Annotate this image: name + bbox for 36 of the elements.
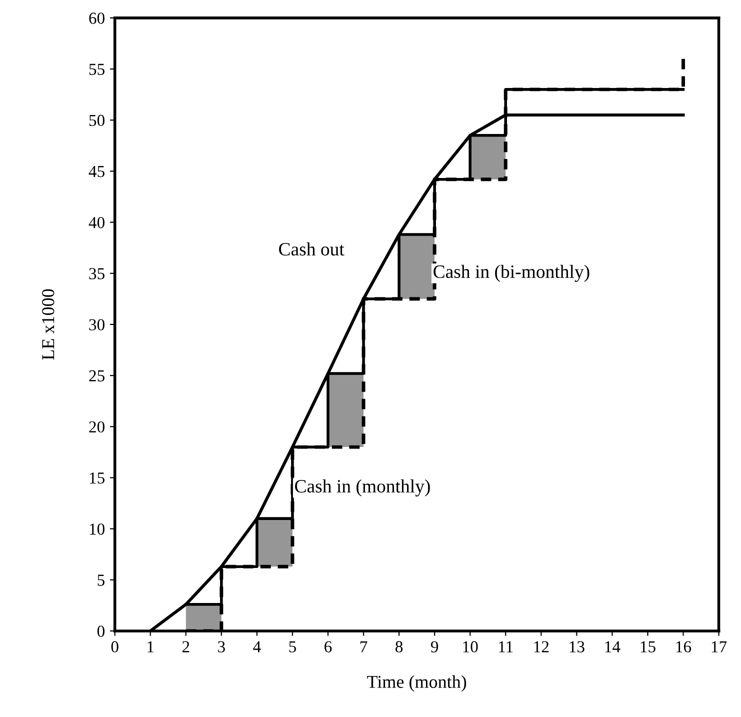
annotation: Cash in (monthly) <box>295 479 430 496</box>
x-tick-label: 10 <box>463 641 478 652</box>
x-tick-label: 9 <box>430 641 438 652</box>
y-tick-label: 5 <box>98 574 104 586</box>
x-tick-label: 6 <box>324 641 332 652</box>
x-tick-label: 3 <box>218 641 225 652</box>
x-tick-label: 17 <box>712 641 727 652</box>
y-tick-label: 60 <box>89 12 104 24</box>
x-tick-label: 8 <box>396 641 403 652</box>
y-tick-label: 0 <box>97 626 104 637</box>
x-tick-label: 16 <box>676 641 692 652</box>
x-tick-label: 5 <box>289 641 296 652</box>
x-tick-label: 1 <box>148 641 154 652</box>
y-tick-label: 25 <box>89 370 104 382</box>
y-tick-label: 40 <box>88 216 104 228</box>
x-axis-title: Time (month) <box>367 675 466 692</box>
y-tick-label: 35 <box>89 268 104 280</box>
x-tick-label: 11 <box>499 641 513 652</box>
y-tick-label: 15 <box>90 472 104 484</box>
y-tick-label: 10 <box>90 523 104 535</box>
x-tick-label: 0 <box>111 641 118 652</box>
y-tick-label: 20 <box>89 421 104 433</box>
x-tick-label: 13 <box>570 641 584 652</box>
annotation: Cash out <box>279 242 344 256</box>
annotation: Cash in (bi-monthly) <box>434 264 590 282</box>
y-tick-label: 50 <box>89 114 104 126</box>
y-tick-label: 55 <box>89 64 104 75</box>
y-axis-title: LE x1000 <box>42 289 54 360</box>
x-tick-label: 14 <box>605 641 620 652</box>
x-tick-label: 4 <box>253 641 261 652</box>
y-tick-label: 30 <box>89 319 104 330</box>
y-tick-label: 45 <box>88 166 104 178</box>
x-tick-label: 12 <box>534 641 549 652</box>
x-tick-label: 15 <box>640 641 656 652</box>
x-tick-label: 7 <box>360 641 368 652</box>
x-tick-label: 2 <box>182 641 190 652</box>
